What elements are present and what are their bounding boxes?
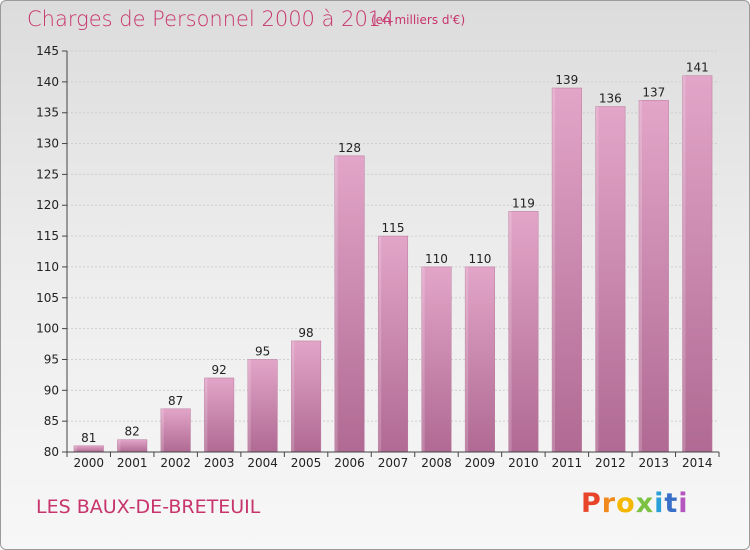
data-label: 81 xyxy=(81,431,96,445)
bar-highlight xyxy=(421,266,425,452)
bar-highlight xyxy=(291,340,295,452)
y-tick-label: 105 xyxy=(36,291,59,305)
x-tick-label: 2002 xyxy=(160,456,191,470)
logo-letter: x xyxy=(635,488,655,519)
y-tick-label: 90 xyxy=(44,383,59,397)
bar-2004 xyxy=(247,359,278,453)
x-tick-label: 2000 xyxy=(73,456,104,470)
bar-2014 xyxy=(682,75,713,453)
bar-2011 xyxy=(551,87,582,453)
x-tick-label: 2007 xyxy=(378,456,409,470)
data-label: 95 xyxy=(255,344,270,358)
x-tick-label: 2013 xyxy=(639,456,670,470)
bar-2006 xyxy=(334,155,365,453)
y-tick-label: 110 xyxy=(36,260,59,274)
y-tick-label: 140 xyxy=(36,75,59,89)
bar-2005 xyxy=(291,340,322,453)
bar-highlight xyxy=(639,100,643,452)
x-tick-label: 2014 xyxy=(682,456,713,470)
x-tick-label: 2011 xyxy=(552,456,583,470)
chart-title: Charges de Personnel 2000 à 2014 xyxy=(27,7,395,31)
data-label: 128 xyxy=(338,141,361,155)
bar-2013 xyxy=(638,100,669,453)
bar-highlight xyxy=(117,439,121,452)
data-label: 137 xyxy=(642,85,665,99)
chart-subtitle: (en milliers d'€) xyxy=(371,13,466,27)
bar-2002 xyxy=(160,408,191,453)
data-label: 87 xyxy=(168,394,183,408)
x-tick-label: 2009 xyxy=(465,456,496,470)
data-label: 119 xyxy=(512,196,535,210)
bar-2001 xyxy=(117,439,148,453)
bar-highlight xyxy=(204,377,208,452)
bar-2007 xyxy=(377,235,409,453)
y-tick-label: 100 xyxy=(36,322,59,336)
x-tick-label: 2010 xyxy=(508,456,539,470)
bar-highlight xyxy=(508,211,512,452)
logo-letter: P xyxy=(581,488,602,519)
y-tick-label: 125 xyxy=(36,167,59,181)
y-tick-label: 80 xyxy=(44,445,59,459)
bar-highlight xyxy=(73,445,77,452)
y-tick-label: 130 xyxy=(36,137,59,151)
data-label: 139 xyxy=(555,73,578,87)
data-label: 82 xyxy=(125,425,140,439)
bar-highlight xyxy=(247,359,251,452)
data-label: 136 xyxy=(599,92,622,106)
logo-letter: r xyxy=(601,488,617,519)
bar-highlight xyxy=(682,75,686,452)
data-label: 110 xyxy=(425,252,448,266)
x-tick-label: 2012 xyxy=(595,456,626,470)
logo-letter: i xyxy=(654,488,665,519)
bar-2000 xyxy=(73,445,104,453)
bar-highlight xyxy=(595,106,599,453)
logo-letter: i xyxy=(678,488,689,519)
bar-2010 xyxy=(508,211,539,453)
proxiti-logo: Proxiti xyxy=(581,488,689,519)
x-tick-label: 2008 xyxy=(421,456,452,470)
data-label: 92 xyxy=(211,363,226,377)
data-label: 110 xyxy=(468,252,491,266)
bar-2008 xyxy=(421,266,452,453)
x-tick-label: 2003 xyxy=(204,456,235,470)
bar-highlight xyxy=(465,266,469,452)
y-tick-label: 85 xyxy=(44,414,59,428)
y-tick-label: 115 xyxy=(36,229,59,243)
bar-2012 xyxy=(595,106,626,453)
bar-2009 xyxy=(464,266,495,453)
bar-2003 xyxy=(204,377,235,453)
logo-letter: o xyxy=(616,488,636,519)
y-tick-label: 95 xyxy=(44,352,59,366)
y-tick-label: 135 xyxy=(36,106,59,120)
x-tick-label: 2004 xyxy=(247,456,278,470)
x-tick-label: 2006 xyxy=(334,456,365,470)
y-tick-label: 120 xyxy=(36,198,59,212)
bar-highlight xyxy=(552,88,556,452)
commune-name: LES BAUX-DE-BRETEUIL xyxy=(36,496,261,518)
bar-highlight xyxy=(378,236,382,452)
data-label: 98 xyxy=(298,326,313,340)
bar-highlight xyxy=(160,408,164,452)
x-tick-label: 2005 xyxy=(291,456,322,470)
data-label: 141 xyxy=(686,61,709,75)
y-tick-label: 145 xyxy=(36,44,59,58)
logo-letter: t xyxy=(664,488,679,519)
bar-highlight xyxy=(334,155,338,452)
x-tick-label: 2001 xyxy=(117,456,148,470)
data-label: 115 xyxy=(382,221,405,235)
